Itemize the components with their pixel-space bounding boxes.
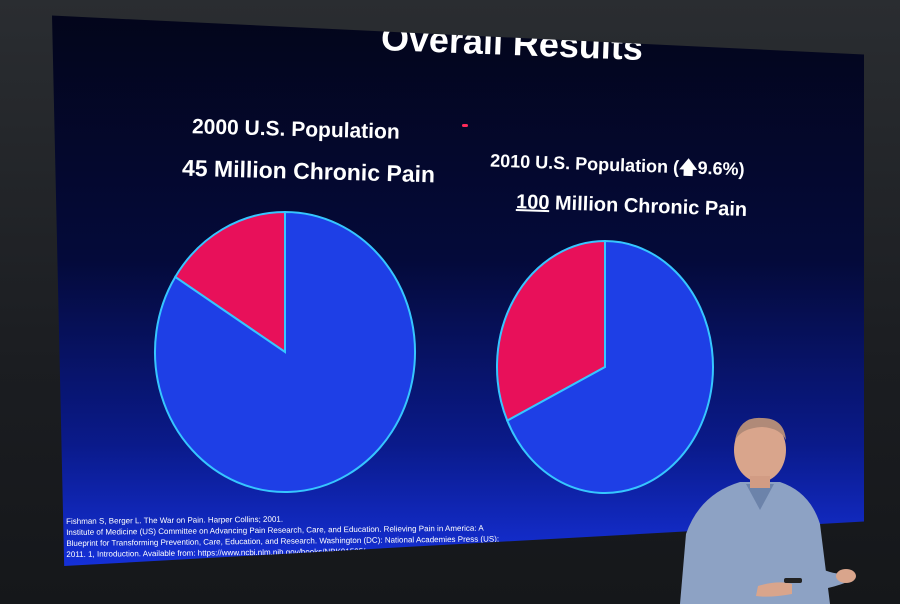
pie-slice-rest [506,239,714,494]
pie-slice-chronic-pain [173,210,286,354]
presenter-person [680,417,856,604]
pie-slice-chronic-pain [496,239,606,423]
pie-slice-rest [154,210,416,493]
laser-pointer-dot [462,124,468,127]
